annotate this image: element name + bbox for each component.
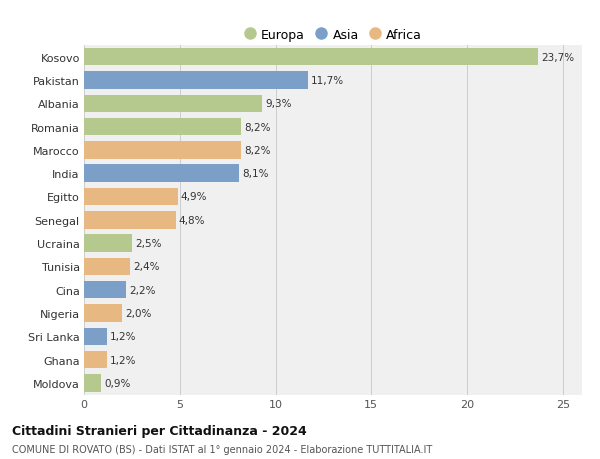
Text: 2,4%: 2,4% — [133, 262, 160, 272]
Bar — [84, 165, 239, 183]
Text: 0,9%: 0,9% — [104, 378, 130, 388]
Bar — [84, 375, 101, 392]
Text: 23,7%: 23,7% — [541, 52, 574, 62]
Bar — [84, 328, 107, 345]
Bar — [84, 351, 107, 369]
Bar — [84, 49, 538, 66]
Text: 4,8%: 4,8% — [179, 215, 205, 225]
Text: 8,1%: 8,1% — [242, 169, 269, 179]
Bar — [84, 72, 308, 90]
Text: 11,7%: 11,7% — [311, 76, 344, 86]
Bar — [84, 235, 132, 252]
Bar — [84, 281, 126, 299]
Text: 2,0%: 2,0% — [125, 308, 152, 319]
Text: 2,5%: 2,5% — [135, 239, 161, 249]
Bar — [84, 188, 178, 206]
Text: 4,9%: 4,9% — [181, 192, 207, 202]
Bar — [84, 258, 130, 275]
Text: 1,2%: 1,2% — [110, 331, 136, 341]
Text: 9,3%: 9,3% — [265, 99, 292, 109]
Text: 8,2%: 8,2% — [244, 146, 271, 156]
Bar — [84, 95, 262, 113]
Bar — [84, 305, 122, 322]
Text: COMUNE DI ROVATO (BS) - Dati ISTAT al 1° gennaio 2024 - Elaborazione TUTTITALIA.: COMUNE DI ROVATO (BS) - Dati ISTAT al 1°… — [12, 444, 432, 454]
Text: 2,2%: 2,2% — [129, 285, 155, 295]
Legend: Europa, Asia, Africa: Europa, Asia, Africa — [239, 24, 427, 47]
Bar — [84, 118, 241, 136]
Text: Cittadini Stranieri per Cittadinanza - 2024: Cittadini Stranieri per Cittadinanza - 2… — [12, 425, 307, 437]
Text: 1,2%: 1,2% — [110, 355, 136, 365]
Bar — [84, 142, 241, 159]
Text: 8,2%: 8,2% — [244, 122, 271, 132]
Bar — [84, 212, 176, 229]
